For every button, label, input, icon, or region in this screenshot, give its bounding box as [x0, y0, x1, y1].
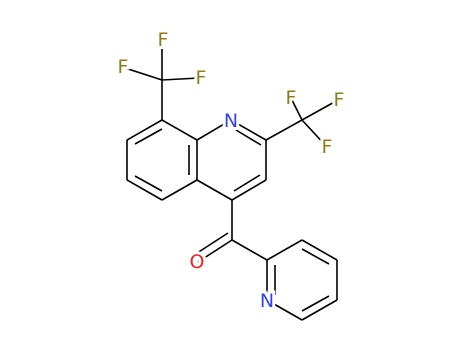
- atom-label: F: [158, 29, 169, 51]
- atom-label: O: [190, 251, 205, 273]
- atom-label: F: [118, 56, 129, 78]
- bonds: [124, 42, 339, 321]
- atom-label: F: [196, 67, 207, 89]
- atom-label: N: [224, 110, 238, 132]
- atom-label: N: [260, 290, 274, 312]
- atom-label: F: [334, 89, 345, 111]
- atom-label: F: [322, 136, 333, 158]
- atom-label: F: [286, 87, 297, 109]
